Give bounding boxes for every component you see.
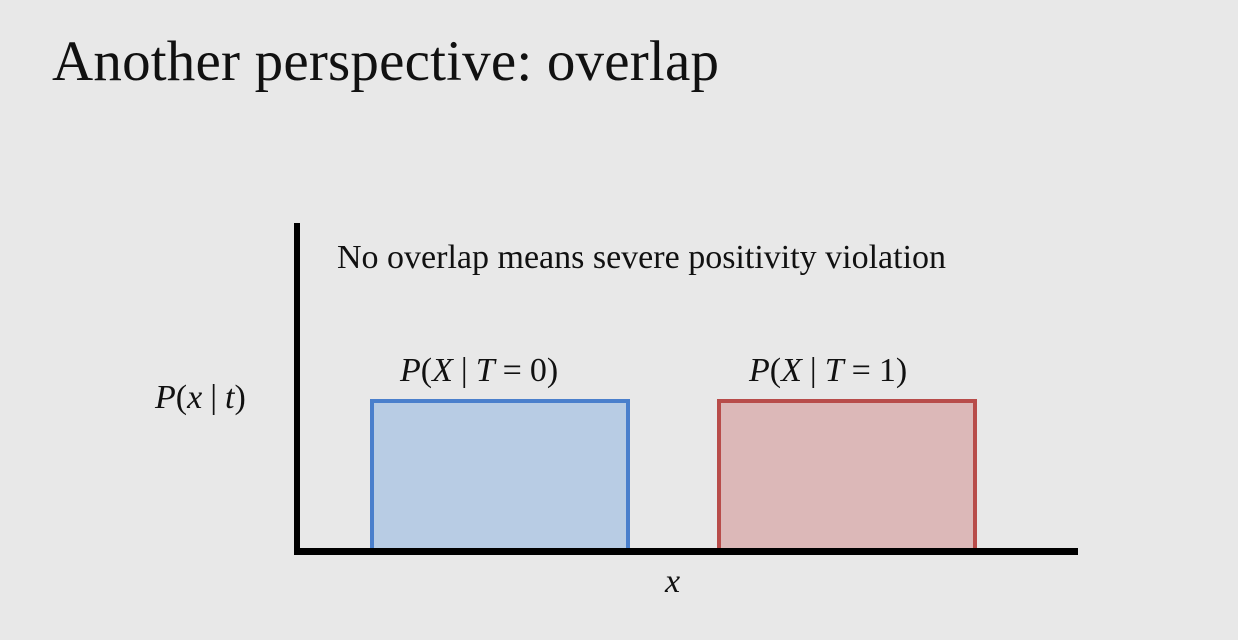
distribution-label-t0: P(X | T = 0) xyxy=(400,352,559,389)
label-t0-func: P xyxy=(400,352,421,389)
slide-title: Another perspective: overlap xyxy=(52,30,720,93)
y-label-cond: t xyxy=(225,379,235,416)
y-axis-label: P(x | t) xyxy=(155,379,246,416)
y-label-var: x xyxy=(187,379,203,416)
x-axis-label: x xyxy=(665,563,681,600)
distribution-label-t1: P(X | T = 1) xyxy=(749,352,908,389)
label-t1-cond: T xyxy=(824,352,844,389)
label-t1-value: 1 xyxy=(878,352,896,389)
label-t0-cond: T xyxy=(475,352,495,389)
distribution-box-t0 xyxy=(370,399,631,549)
label-t0-value: 0 xyxy=(529,352,547,389)
distribution-box-t1 xyxy=(716,399,977,549)
label-t1-func: P xyxy=(749,352,770,389)
x-axis xyxy=(294,548,1078,555)
label-t1-var: X xyxy=(781,352,802,389)
y-axis xyxy=(294,223,300,555)
overlap-annotation: No overlap means severe positivity viola… xyxy=(337,239,947,276)
y-label-func: P xyxy=(155,379,176,416)
label-t0-var: X xyxy=(432,352,453,389)
